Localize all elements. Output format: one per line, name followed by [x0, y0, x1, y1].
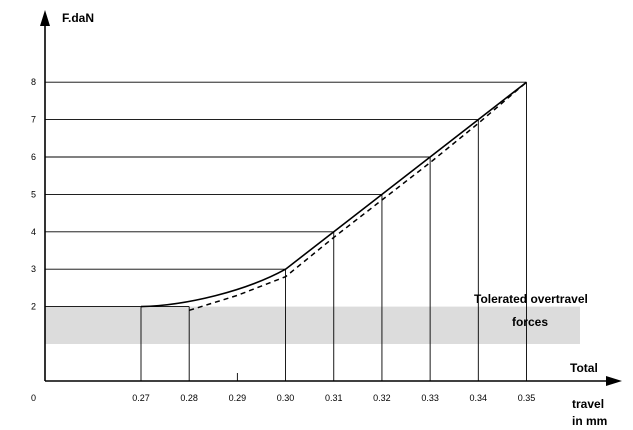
x-tick-label-3: 0.30 [277, 393, 295, 403]
x-tick-label-6: 0.33 [421, 393, 439, 403]
band-annotation-line1: Tolerated overtravel [474, 292, 588, 306]
x-tick-label-4: 0.31 [325, 393, 343, 403]
x-tick-label-1: 0.28 [180, 393, 198, 403]
x-tick-label-8: 0.35 [518, 393, 536, 403]
y-tick-label-6: 8 [31, 77, 36, 87]
y-tick-label-3: 5 [31, 189, 36, 199]
x-axis-label-line1: Total [570, 361, 598, 375]
y-axis-arrow [40, 10, 50, 26]
x-tick-label-5: 0.32 [373, 393, 391, 403]
x-axis-arrow [606, 376, 622, 386]
y-tick-label-0: 2 [31, 302, 36, 312]
x-tick-label-7: 0.34 [470, 393, 488, 403]
y-tick-label-1: 3 [31, 264, 36, 274]
y-tick-label-5: 7 [31, 115, 36, 125]
tolerance-band [45, 306, 580, 344]
x-tick-label-2: 0.29 [229, 393, 247, 403]
origin-label: 0 [31, 393, 36, 403]
y-tick-label-4: 6 [31, 152, 36, 162]
series-solid-curve [140, 81, 527, 308]
band-annotation-line2: forces [512, 315, 548, 329]
series-dashed-curve [188, 81, 527, 312]
y-tick-label-2: 4 [31, 227, 36, 237]
y-axis-label: F.daN [62, 11, 94, 25]
x-axis-label-line2: travel [572, 397, 604, 411]
x-axis-label-line3: in mm [572, 414, 607, 428]
x-tick-label-0: 0.27 [132, 393, 150, 403]
